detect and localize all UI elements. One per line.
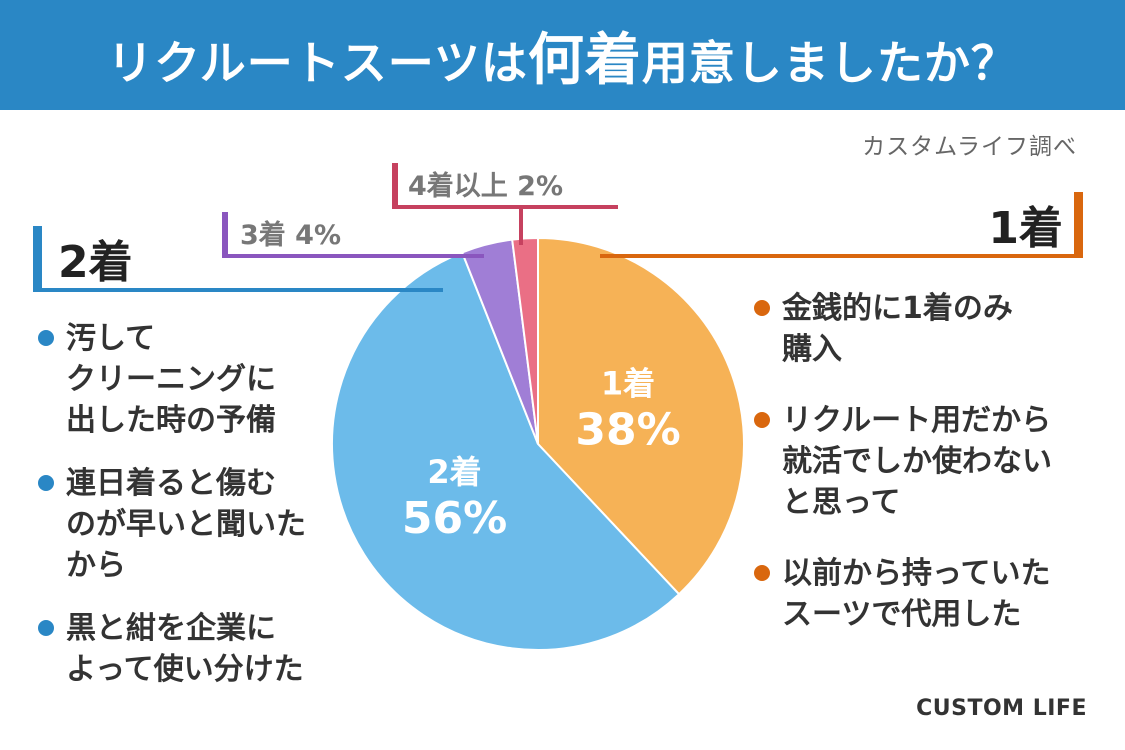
callout-4-bar bbox=[392, 163, 398, 209]
reason-two-item: 汚して クリーニングに 出した時の予備 bbox=[38, 318, 366, 441]
reason-text: 黒と紺を企業に よって使い分けた bbox=[66, 611, 304, 687]
header-banner: リクルートスーツは何着用意しましたか？ bbox=[0, 0, 1125, 110]
slice-label-name: 1着 bbox=[601, 364, 655, 402]
pie-slice-4 bbox=[511, 236, 539, 445]
title-part-1: リクルートスーツは bbox=[107, 35, 528, 90]
title-part-2: 用意しましたか？ bbox=[641, 35, 1018, 90]
bullet-dot-icon bbox=[38, 475, 54, 491]
callout-4-label: 4着以上 2% bbox=[408, 171, 564, 202]
reason-two-item: 黒と紺を企業に よって使い分けた bbox=[38, 608, 366, 690]
reasons-one-list: 金銭的に1着のみ 購入 リクルート用だから 就活でしか使わない と思って 以前か… bbox=[754, 288, 1102, 665]
callout-1-line bbox=[600, 254, 1083, 258]
callout-4-line bbox=[392, 205, 618, 209]
source-note: カスタムライフ調べ bbox=[862, 134, 1077, 160]
callout-2-label: 2着 bbox=[58, 237, 133, 288]
reason-text: 以前から持っていた スーツで代用した bbox=[782, 556, 1051, 632]
callout-3-line bbox=[222, 254, 484, 258]
callout-2-bar bbox=[33, 226, 42, 292]
page-title: リクルートスーツは何着用意しましたか？ bbox=[107, 15, 1018, 96]
reason-text: 連日着ると傷む のが早いと聞いた から bbox=[66, 466, 306, 583]
pie-slice-1 bbox=[537, 236, 745, 596]
bullet-dot-icon bbox=[754, 412, 770, 428]
callout-1-label: 1着 bbox=[988, 203, 1063, 254]
callout-4-leader bbox=[519, 205, 523, 245]
callout-3-label: 3着 4% bbox=[240, 220, 342, 251]
callout-2-line bbox=[33, 288, 443, 292]
slice-label-value: 38% bbox=[575, 404, 680, 455]
callout-3-bar bbox=[222, 212, 228, 258]
reason-one-item: リクルート用だから 就活でしか使わない と思って bbox=[754, 400, 1102, 523]
bullet-dot-icon bbox=[754, 565, 770, 581]
pie-slice-2 bbox=[331, 251, 681, 651]
reason-two-item: 連日着ると傷む のが早いと聞いた から bbox=[38, 463, 366, 586]
slice-label-value: 56% bbox=[402, 493, 507, 544]
reason-text: 汚して クリーニングに 出した時の予備 bbox=[66, 321, 276, 438]
bullet-dot-icon bbox=[38, 620, 54, 636]
bullet-dot-icon bbox=[38, 330, 54, 346]
reasons-two-list: 汚して クリーニングに 出した時の予備 連日着ると傷む のが早いと聞いた から … bbox=[38, 318, 366, 712]
title-emphasis: 何着 bbox=[527, 27, 642, 93]
brand-logo: CUSTOM LIFE bbox=[916, 696, 1087, 721]
reason-one-item: 金銭的に1着のみ 購入 bbox=[754, 288, 1102, 370]
reason-text: リクルート用だから 就活でしか使わない と思って bbox=[782, 403, 1052, 520]
bullet-dot-icon bbox=[754, 300, 770, 316]
reason-text: 金銭的に1着のみ 購入 bbox=[782, 291, 1013, 367]
reason-one-item: 以前から持っていた スーツで代用した bbox=[754, 553, 1102, 635]
callout-1-bar bbox=[1074, 192, 1083, 258]
slice-label-name: 2着 bbox=[427, 453, 481, 491]
